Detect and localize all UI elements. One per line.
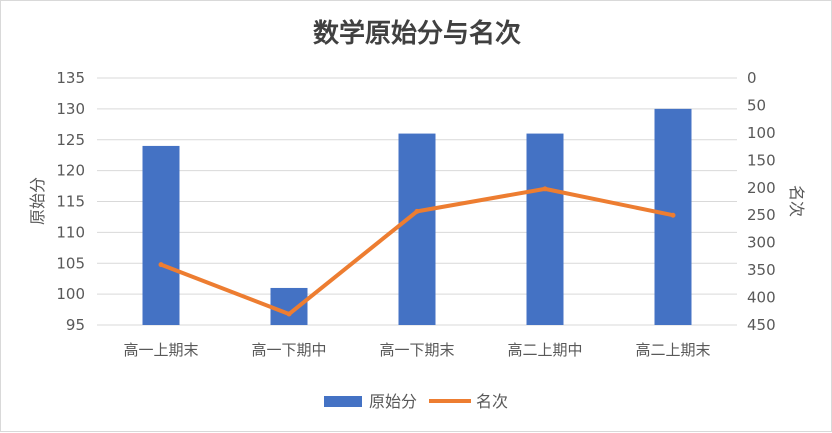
left-tick-label: 110	[56, 223, 85, 241]
bar	[398, 133, 436, 325]
chart-title: 数学原始分与名次	[313, 18, 521, 49]
bar-series	[142, 108, 692, 325]
right-tick-label: 200	[747, 179, 776, 197]
x-tick-label: 高一上期末	[123, 341, 198, 359]
legend: 原始分 名次	[324, 392, 508, 411]
right-tick-label: 400	[747, 289, 776, 307]
right-axis-ticks: 0 50 100 150 200 250 300 350 400 450	[747, 69, 776, 334]
x-tick-label: 高二上期中	[507, 341, 582, 359]
bar	[526, 133, 564, 325]
left-tick-label: 130	[56, 100, 85, 118]
line-point	[158, 262, 164, 268]
left-tick-label: 135	[56, 69, 85, 87]
right-tick-label: 150	[747, 151, 776, 169]
legend-label-line: 名次	[476, 392, 508, 411]
bar	[270, 287, 308, 325]
x-tick-label: 高一下期末	[379, 341, 454, 359]
left-tick-label: 100	[56, 285, 85, 303]
line-point	[670, 212, 676, 218]
left-tick-label: 120	[56, 162, 85, 180]
line-point	[414, 208, 420, 214]
right-tick-label: 450	[747, 316, 776, 334]
right-tick-label: 250	[747, 206, 776, 224]
x-tick-label: 高二上期末	[635, 341, 710, 359]
line-series	[158, 186, 676, 317]
right-tick-label: 50	[747, 96, 766, 114]
left-tick-label: 115	[56, 193, 85, 211]
legend-swatch-bar	[324, 396, 362, 407]
left-axis-ticks: 95 100 105 110 115 120 125 130 135	[56, 69, 85, 334]
right-tick-label: 100	[747, 124, 776, 142]
left-tick-label: 125	[56, 131, 85, 149]
line-point	[542, 186, 548, 192]
legend-label-bar: 原始分	[369, 392, 417, 411]
left-axis-title: 原始分	[28, 177, 47, 225]
right-tick-label: 350	[747, 261, 776, 279]
x-tick-label: 高一下期中	[251, 341, 326, 359]
line-point	[286, 311, 292, 317]
right-tick-label: 300	[747, 234, 776, 252]
right-axis-title: 名次	[787, 185, 806, 217]
left-tick-label: 95	[66, 316, 85, 334]
right-tick-label: 0	[747, 69, 757, 87]
x-axis-ticks: 高一上期末 高一下期中 高一下期末 高二上期中 高二上期末	[123, 341, 710, 359]
bar	[142, 145, 180, 325]
left-tick-label: 105	[56, 254, 85, 272]
